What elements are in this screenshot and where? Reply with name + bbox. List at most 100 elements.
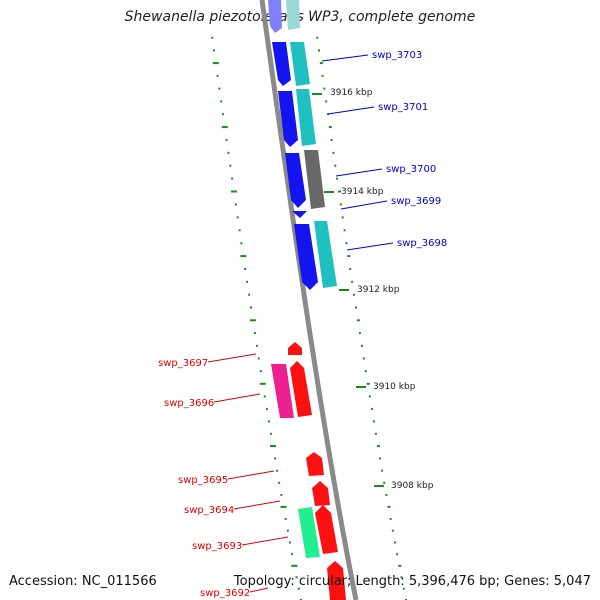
gene-label-swp_3698[interactable]: swp_3698	[397, 238, 447, 249]
gene-feature[interactable]	[285, 153, 306, 208]
gene-feature[interactable]	[278, 91, 298, 147]
tick-dot	[366, 382, 370, 385]
gene-label-leader	[321, 54, 369, 62]
gene-label-leader	[213, 393, 261, 403]
tick-dot	[276, 469, 279, 472]
genome-backbone	[259, 0, 359, 600]
tick-dot	[280, 493, 283, 496]
gene-label-leader	[335, 168, 383, 177]
accession-text: Accession: NC_011566	[9, 574, 157, 589]
gene-label-swp_3703[interactable]: swp_3703	[372, 50, 422, 61]
scale-labels: 3916 kbp 3914 kbp 3912 kbp 3910 kbp 3908…	[312, 88, 434, 491]
scale-label: 3916 kbp	[330, 88, 373, 98]
gene-feature[interactable]	[296, 89, 316, 146]
tick-dot	[358, 332, 361, 335]
tick-dot	[370, 407, 373, 410]
tick-dot	[334, 164, 337, 167]
tick-dot	[339, 203, 342, 206]
tick-dot	[345, 242, 348, 245]
tick-dot	[385, 493, 388, 496]
gene-feature[interactable]	[294, 224, 318, 290]
tick-dot	[246, 280, 249, 283]
tick-dot	[402, 587, 405, 590]
tick-dot	[336, 177, 339, 180]
tick-dot	[255, 344, 258, 347]
gene-feature[interactable]	[314, 221, 337, 288]
tick-dot	[295, 576, 298, 579]
tick-dot	[318, 49, 320, 52]
gene-feature[interactable]	[304, 150, 325, 209]
tick-dot	[325, 100, 328, 103]
tick-dot	[377, 445, 380, 448]
gene-label-leader	[233, 500, 281, 510]
gene-label-swp_3701[interactable]: swp_3701	[378, 102, 428, 113]
gene-feature[interactable]	[298, 507, 320, 558]
tick-dot	[240, 242, 243, 245]
tick-dot	[297, 587, 300, 590]
tick-dot	[327, 113, 329, 116]
tick-dot	[383, 481, 386, 484]
tick-dot	[393, 541, 396, 544]
gene-feature[interactable]	[290, 42, 310, 86]
tick-dot	[231, 177, 234, 180]
gene-label-leader	[346, 242, 394, 251]
tick-dot	[316, 36, 319, 39]
gene-label-swp_3697[interactable]: swp_3697	[158, 358, 208, 369]
gene-feature[interactable]	[268, 0, 282, 33]
tick-dot	[362, 357, 365, 360]
tick-dot	[274, 457, 277, 460]
tick-dot	[213, 49, 215, 52]
tick-dot	[338, 190, 341, 193]
tick-dot	[396, 553, 399, 556]
gene-feature[interactable]	[312, 481, 330, 506]
tick-dot	[244, 268, 247, 270]
gene-features	[268, 0, 346, 600]
tick-dot	[236, 216, 239, 219]
tick-dot	[381, 469, 384, 472]
tick-dot	[220, 100, 223, 103]
tick-dot	[267, 420, 270, 423]
tick-dot	[355, 306, 357, 309]
gene-label-swp_3692[interactable]: swp_3692	[200, 588, 250, 599]
tick-dot	[288, 541, 291, 544]
plus-strand-labels: swp_3703 swp_3701 swp_3700 swp_3699 swp_…	[321, 50, 447, 251]
tick-dot	[321, 74, 324, 77]
tick-dot	[218, 87, 221, 90]
tick-dot	[368, 395, 371, 398]
gene-label-swp_3699[interactable]: swp_3699	[391, 196, 441, 207]
tick-dot	[360, 344, 363, 347]
gene-feature[interactable]	[315, 505, 338, 554]
tick-dot	[356, 319, 360, 322]
tick-dot	[238, 229, 241, 232]
tick-dot	[211, 36, 214, 39]
tick-dot	[221, 126, 228, 129]
gene-label-swp_3693[interactable]: swp_3693	[192, 541, 242, 552]
gene-feature[interactable]	[271, 364, 294, 418]
gene-label-swp_3700[interactable]: swp_3700	[386, 164, 436, 175]
gene-feature[interactable]	[292, 211, 307, 218]
gene-feature[interactable]	[327, 561, 346, 600]
gene-label-swp_3696[interactable]: swp_3696	[164, 398, 214, 409]
scale-label: 3914 kbp	[341, 187, 384, 197]
gene-label-swp_3694[interactable]: swp_3694	[184, 505, 234, 516]
tick-dot	[351, 280, 354, 283]
tick-dot	[364, 370, 367, 373]
topology-text: Topology: circular; Length: 5,396,476 bp…	[233, 574, 591, 589]
gene-feature[interactable]	[288, 342, 302, 355]
tick-dot	[249, 319, 256, 322]
tick-dot	[227, 151, 230, 154]
tick-dot	[387, 505, 391, 508]
tick-dot	[291, 553, 294, 556]
gene-feature[interactable]	[286, 0, 300, 30]
gene-feature[interactable]	[306, 452, 324, 476]
gene-label-leader	[249, 587, 269, 593]
tick-dot	[353, 293, 356, 296]
tick-dot	[259, 382, 266, 385]
gene-feature[interactable]	[272, 42, 291, 86]
tick-dot	[286, 529, 289, 532]
tick-dot	[347, 255, 351, 258]
tick-dot	[341, 216, 344, 219]
gene-feature[interactable]	[290, 361, 312, 417]
gene-label-swp_3695[interactable]: swp_3695	[178, 475, 228, 486]
